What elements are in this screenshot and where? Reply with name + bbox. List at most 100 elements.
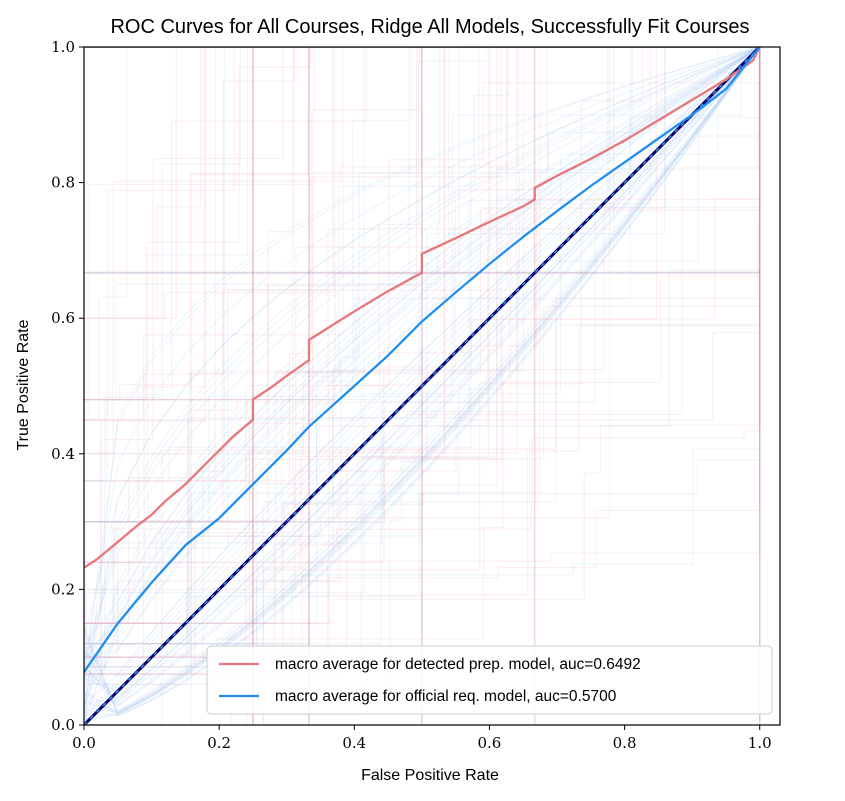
faint-curve xyxy=(84,47,761,658)
axes-frame xyxy=(83,46,781,726)
faint-curve xyxy=(84,47,760,455)
faint-curve xyxy=(84,47,760,658)
faint-curve xyxy=(84,47,760,421)
faint-curve xyxy=(84,47,761,714)
axes: 0.00.0 0.2 0.2 0.4 0.4 0.6 0.6 0.8 0.8 1.0 1.0 xyxy=(51,38,781,752)
faint-curve xyxy=(84,47,760,725)
faint-curve xyxy=(84,47,760,523)
series-line-official xyxy=(84,47,761,673)
faint-curve xyxy=(84,47,760,661)
faint-curve xyxy=(84,47,760,421)
y-tick-label: 0.4 xyxy=(51,445,75,463)
faint-curve xyxy=(84,47,760,624)
faint-curve xyxy=(84,47,761,718)
faint-curve xyxy=(84,47,760,720)
x-tick-label: 0.6 xyxy=(478,734,502,752)
faint-curve xyxy=(84,47,761,718)
faint-curve xyxy=(84,47,760,319)
faint-curve xyxy=(84,47,760,624)
faint-curve xyxy=(84,47,761,658)
faint-curve xyxy=(84,47,760,401)
faint-curve xyxy=(84,47,760,658)
faint-curve xyxy=(84,47,760,665)
faint-curve xyxy=(84,47,760,706)
faint-curve xyxy=(84,47,760,680)
faint-curve xyxy=(84,47,761,668)
faint-curve xyxy=(84,47,760,675)
x-tick-label: 0.2 xyxy=(207,734,231,752)
x-tick-label: 1.0 xyxy=(748,734,772,752)
faint-curve xyxy=(84,47,760,455)
faint-curve xyxy=(84,47,761,717)
faint-curve xyxy=(84,47,760,658)
faint-curve xyxy=(84,47,760,401)
faint-curve xyxy=(84,47,760,421)
faint-curve xyxy=(84,47,760,725)
faint-curve xyxy=(84,47,760,668)
faint-curve xyxy=(84,47,761,717)
faint-curve xyxy=(84,47,760,675)
faint-curve xyxy=(84,47,761,713)
faint-curve xyxy=(84,47,761,591)
legend: macro average for detected prep. model, … xyxy=(206,645,773,715)
faint-curve xyxy=(84,47,760,725)
faint-curve xyxy=(84,47,760,482)
faint-curve xyxy=(84,47,761,707)
faint-curve xyxy=(84,47,760,482)
faint-curve xyxy=(84,47,761,685)
faint-curve xyxy=(84,47,761,645)
faint-curve xyxy=(84,47,761,679)
faint-curve xyxy=(84,47,761,690)
faint-curve xyxy=(84,47,760,401)
faint-curve xyxy=(84,47,760,661)
faint-curve xyxy=(84,47,761,523)
faint-curve xyxy=(84,47,761,704)
faint-curve xyxy=(84,47,760,523)
faint-curve xyxy=(84,47,761,712)
faint-curve xyxy=(84,47,761,645)
faint-curve xyxy=(84,47,760,523)
faint-curve xyxy=(84,47,760,401)
legend-label-detected: macro average for detected prep. model, … xyxy=(275,656,641,673)
faint-curve xyxy=(84,47,760,645)
faint-curve xyxy=(84,47,761,713)
faint-curve xyxy=(84,47,760,421)
faint-curve xyxy=(84,47,760,682)
faint-curve xyxy=(84,47,761,482)
faint-curve xyxy=(84,47,760,624)
faint-curve xyxy=(84,47,761,714)
faint-curve xyxy=(84,47,760,319)
chance-line-dash xyxy=(84,47,761,725)
faint-curve xyxy=(84,47,760,668)
faint-curve xyxy=(84,47,761,624)
y-axis-label: True Positive Rate xyxy=(15,319,32,450)
x-tick-label: 0.0 xyxy=(72,734,96,752)
faint-curve xyxy=(84,47,760,563)
faint-curve xyxy=(84,47,760,455)
faint-curve xyxy=(84,47,760,641)
faint-curve xyxy=(84,47,760,681)
faint-curve xyxy=(84,47,761,721)
y-tick-label: 1.0 xyxy=(51,38,75,56)
faint-curve xyxy=(84,47,761,707)
faint-curve xyxy=(84,47,761,715)
faint-curve xyxy=(84,47,761,717)
faint-curve xyxy=(84,47,761,645)
faint-curve xyxy=(84,47,760,401)
faint-curve xyxy=(84,47,760,624)
x-tick-label: 0.4 xyxy=(342,734,366,752)
faint-curve xyxy=(84,47,761,675)
y-tick-label: 0.0 xyxy=(51,716,75,734)
y-tick-label: 0.2 xyxy=(51,580,75,598)
faint-curve xyxy=(84,47,760,725)
faint-curve xyxy=(84,47,760,563)
faint-curve xyxy=(84,47,760,523)
y-tick-label: 0.8 xyxy=(51,174,75,192)
faint-curve xyxy=(84,47,761,706)
legend-box xyxy=(206,645,773,715)
faint-curve xyxy=(84,47,760,319)
x-axis-label: False Positive Rate xyxy=(361,767,499,784)
faint-curve xyxy=(84,47,761,700)
faint-curve xyxy=(84,47,761,563)
faint-curve xyxy=(84,47,760,563)
